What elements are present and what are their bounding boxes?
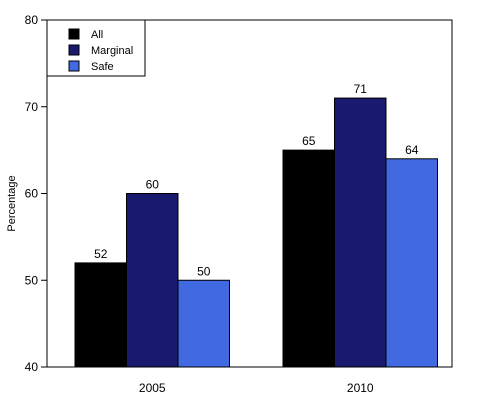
y-tick-label: 40 — [25, 360, 39, 374]
bar — [177, 279, 230, 368]
data-label: 65 — [302, 134, 316, 148]
data-labels: 52 60 50 65 71 64 — [94, 82, 419, 278]
bar — [126, 193, 179, 368]
data-label: 71 — [354, 82, 368, 96]
bar — [334, 97, 387, 368]
bar — [282, 149, 335, 368]
y-tick-label: 50 — [25, 273, 39, 287]
x-tick-label: 2005 — [139, 381, 166, 395]
legend-box — [46, 19, 146, 77]
data-label: 50 — [197, 264, 211, 278]
x-axis: 2005 2010 — [139, 381, 374, 395]
legend-swatch — [68, 28, 80, 40]
legend: All Marginal Safe — [46, 19, 146, 77]
legend-label: Marginal — [91, 45, 133, 57]
bar — [74, 262, 127, 368]
x-tick-label: 2010 — [347, 381, 374, 395]
legend-label: Safe — [91, 61, 114, 73]
y-axis: 40 50 60 70 80 — [25, 13, 47, 374]
data-label: 52 — [94, 247, 108, 261]
legend-swatch — [68, 44, 80, 56]
bars — [74, 97, 438, 368]
y-tick-label: 80 — [25, 13, 39, 27]
data-label: 60 — [146, 178, 160, 192]
y-axis-title: Percentage — [6, 175, 18, 231]
legend-swatch — [68, 60, 80, 72]
legend-label: All — [91, 29, 103, 41]
y-tick-label: 70 — [25, 100, 39, 114]
bar — [385, 158, 438, 368]
y-tick-label: 60 — [25, 187, 39, 201]
data-label: 64 — [405, 143, 419, 157]
